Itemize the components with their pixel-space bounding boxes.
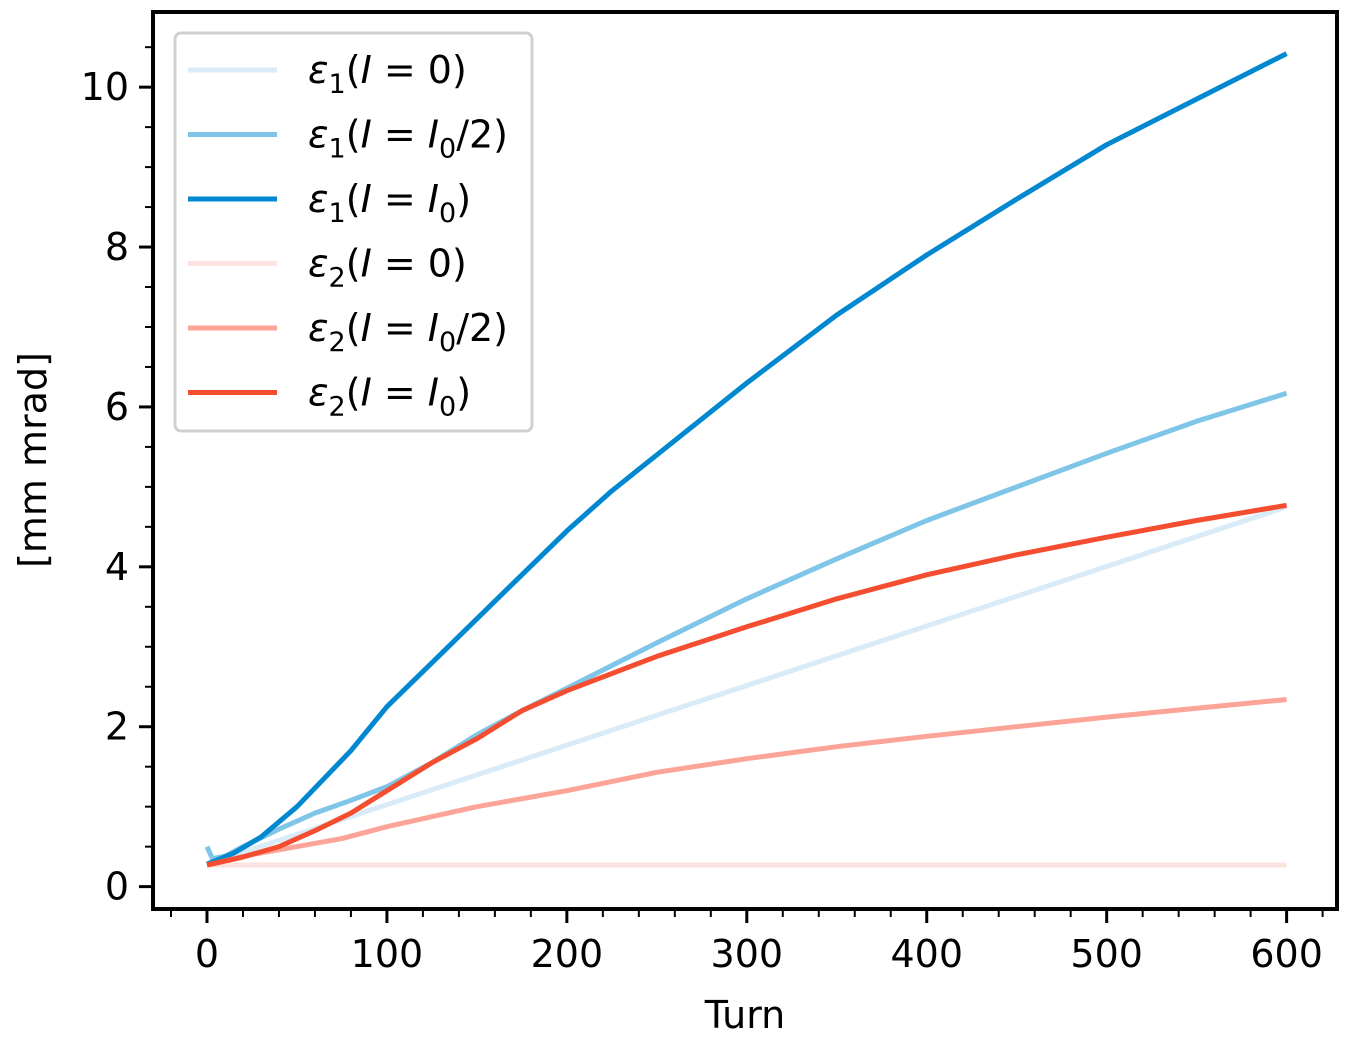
x-tick-label: 400 xyxy=(890,932,963,976)
legend-label: ε2(I = 0) xyxy=(308,242,467,294)
x-tick-label: 300 xyxy=(711,932,784,976)
series-line-2 xyxy=(206,51,1288,867)
x-tick-label: 200 xyxy=(531,932,604,976)
y-tick-label: 10 xyxy=(81,65,129,109)
x-tick-label: 600 xyxy=(1250,932,1323,976)
x-tick-label: 500 xyxy=(1070,932,1143,976)
legend-label: ε1(I = 0) xyxy=(308,48,467,100)
series-line-0 xyxy=(206,504,1288,867)
legend-label: ε1(I = I0/2) xyxy=(308,113,508,165)
legend-label: ε2(I = I0/2) xyxy=(308,306,508,358)
y-axis-label: [mm mrad] xyxy=(11,352,55,568)
y-tick-label: 0 xyxy=(105,865,129,909)
y-tick-label: 6 xyxy=(105,385,129,429)
legend: ε1(I = 0) ε1(I = I0/2) ε1(I = I0) ε2(I = 0)… xyxy=(173,31,534,433)
y-tick-label: 8 xyxy=(105,225,129,269)
series-line-5 xyxy=(206,502,1288,868)
x-tick-label: 100 xyxy=(351,932,424,976)
x-tick-label: 0 xyxy=(195,932,219,976)
y-tick-label: 2 xyxy=(105,705,129,749)
plot-frame xyxy=(151,10,1339,911)
series-line-4 xyxy=(206,697,1287,868)
legend-label: ε1(I = I0) xyxy=(308,177,471,229)
y-tick-label: 4 xyxy=(105,545,129,589)
x-axis-label: Turn xyxy=(704,993,786,1037)
legend-label: ε2(I = I0) xyxy=(308,371,471,423)
